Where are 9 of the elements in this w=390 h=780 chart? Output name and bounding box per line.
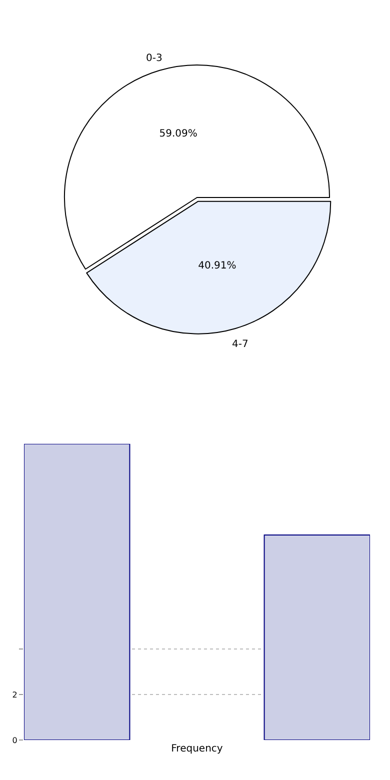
slice-label: 4-7	[232, 339, 248, 350]
slice-label: 0-3	[146, 53, 162, 64]
x-axis-title: Frequency	[171, 744, 223, 754]
y-tick-label: 0	[12, 736, 18, 745]
pie-slice	[64, 64, 330, 270]
data-label: 59.09%	[159, 128, 198, 140]
data-label: 40.91%	[198, 260, 236, 272]
y-tick-label: 2	[12, 690, 18, 700]
pie-slice	[86, 200, 332, 334]
